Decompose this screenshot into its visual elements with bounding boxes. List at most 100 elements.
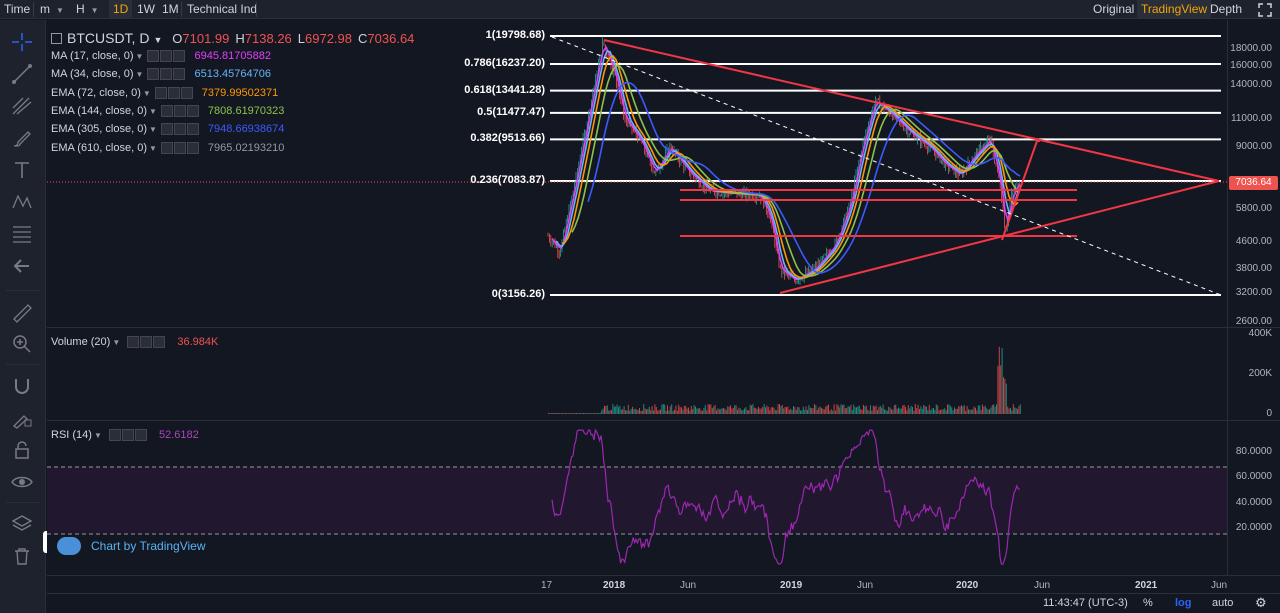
price-pane[interactable] xyxy=(47,20,1227,327)
text-tool[interactable] xyxy=(9,158,35,182)
interval-1m-button[interactable]: 1M xyxy=(162,2,179,16)
tradingview-badge[interactable]: Chart by TradingView xyxy=(57,537,206,559)
volume-pane[interactable] xyxy=(47,328,1227,420)
chevron-down-icon[interactable]: ▼ xyxy=(112,338,121,347)
hour-dropdown[interactable]: H ▼ xyxy=(72,0,106,19)
settings-icon[interactable] xyxy=(160,105,173,118)
symbol-name[interactable]: BTCUSDT, D xyxy=(67,30,150,46)
rsi-label[interactable]: RSI (14) xyxy=(51,429,92,441)
eye-icon[interactable] xyxy=(140,336,153,349)
ohlc-values: O7101.99 H7138.26 L6972.98 C7036.64 xyxy=(172,31,420,46)
close-icon[interactable] xyxy=(173,68,186,81)
volume-bar xyxy=(923,404,925,414)
settings-icon[interactable] xyxy=(147,68,160,81)
indicator-name[interactable]: MA (34, close, 0) xyxy=(51,68,134,81)
indicator-name[interactable]: EMA (610, close, 0) xyxy=(51,141,147,154)
close-icon[interactable] xyxy=(134,429,147,442)
toolbar-collapse-handle[interactable] xyxy=(43,531,50,553)
zoom-tool[interactable] xyxy=(9,332,35,356)
settings-icon[interactable] xyxy=(127,336,140,349)
view-tradingview-button[interactable]: TradingView xyxy=(1137,0,1212,19)
trend-line-drawing[interactable] xyxy=(603,39,1220,182)
eye-icon[interactable] xyxy=(160,68,173,81)
gear-icon[interactable]: ⚙ xyxy=(1255,595,1267,610)
settings-icon[interactable] xyxy=(160,141,173,154)
minute-dropdown[interactable]: m ▼ xyxy=(36,0,70,19)
indicator-name[interactable]: EMA (72, close, 0) xyxy=(51,86,141,99)
close-icon[interactable] xyxy=(173,50,186,63)
eye-icon[interactable] xyxy=(167,86,180,99)
fib-level-label: 0.236(7083.87) xyxy=(470,173,545,186)
indicator-name[interactable]: EMA (144, close, 0) xyxy=(51,104,147,117)
indicator-name[interactable]: MA (17, close, 0) xyxy=(51,50,134,62)
price-axis[interactable]: 18000.00 16000.00 14000.00 11000.00 9000.00 7… xyxy=(1227,20,1280,327)
chevron-down-icon[interactable]: ▼ xyxy=(153,35,163,45)
volume-axis[interactable]: 400K 200K 0 xyxy=(1227,328,1280,420)
chevron-down-icon[interactable]: ▼ xyxy=(93,431,102,440)
collapse-legend-icon[interactable] xyxy=(51,33,62,44)
settings-icon[interactable] xyxy=(154,86,167,99)
magnet-tool[interactable] xyxy=(9,374,35,398)
percent-toggle[interactable]: % xyxy=(1143,597,1153,609)
eye-icon[interactable] xyxy=(173,141,186,154)
settings-icon[interactable] xyxy=(147,50,160,63)
technical-indicators-button[interactable]: Technical Ind xyxy=(187,2,258,16)
close-icon[interactable] xyxy=(180,86,193,99)
rsi-pane[interactable] xyxy=(47,421,1227,575)
brush-tool[interactable] xyxy=(9,126,35,150)
pitchfork-tool[interactable] xyxy=(9,94,35,118)
volume-bar xyxy=(871,410,873,414)
chevron-down-icon[interactable]: ▼ xyxy=(135,52,144,61)
close-icon[interactable] xyxy=(186,123,199,136)
rsi-axis[interactable]: 80.0000 60.0000 40.0000 20.0000 xyxy=(1227,421,1280,575)
time-tick-label: 2020 xyxy=(956,580,979,591)
chevron-down-icon[interactable]: ▼ xyxy=(149,125,157,135)
crosshair-tool[interactable] xyxy=(9,30,35,54)
close-icon[interactable] xyxy=(186,105,199,118)
log-toggle[interactable]: log xyxy=(1175,597,1192,609)
eye-icon[interactable] xyxy=(121,429,134,442)
view-depth-button[interactable]: Depth xyxy=(1210,2,1243,16)
chevron-down-icon[interactable]: ▼ xyxy=(149,106,157,116)
pattern-tool[interactable] xyxy=(9,190,35,214)
volume-label[interactable]: Volume (20) xyxy=(51,336,111,348)
dashed-trend-line[interactable] xyxy=(551,36,1222,296)
close-icon[interactable] xyxy=(186,141,199,154)
fullscreen-button[interactable] xyxy=(1254,0,1278,19)
lock-drawing-tool[interactable] xyxy=(9,406,35,430)
visibility-tool[interactable] xyxy=(9,470,35,494)
fib-tool[interactable] xyxy=(9,222,35,246)
lock-all-tool[interactable] xyxy=(9,438,35,462)
chevron-down-icon[interactable]: ▼ xyxy=(149,143,157,153)
volume-bar xyxy=(1005,383,1007,414)
settings-icon[interactable] xyxy=(108,429,121,442)
interval-1w-button[interactable]: 1W xyxy=(137,2,155,16)
indicator-name[interactable]: EMA (305, close, 0) xyxy=(51,123,147,136)
volume-bar xyxy=(991,405,993,414)
volume-bar xyxy=(550,413,552,414)
close-icon[interactable] xyxy=(153,336,166,349)
delete-tool[interactable] xyxy=(9,544,35,568)
trend-line-tool[interactable] xyxy=(9,62,35,86)
measure-tool[interactable] xyxy=(9,300,35,324)
layers-tool[interactable] xyxy=(9,512,35,536)
volume-bar xyxy=(805,406,807,414)
chevron-down-icon[interactable]: ▼ xyxy=(142,88,151,98)
settings-icon[interactable] xyxy=(160,123,173,136)
back-arrow-tool[interactable] xyxy=(9,254,35,278)
interval-1d-button[interactable]: 1D xyxy=(109,0,133,19)
volume-bar xyxy=(972,409,974,414)
price-tick-label: 4600.00 xyxy=(1235,235,1272,247)
eye-icon[interactable] xyxy=(160,50,173,63)
volume-bar xyxy=(662,404,664,414)
volume-bar xyxy=(724,408,726,414)
auto-toggle[interactable]: auto xyxy=(1212,597,1234,609)
eye-icon[interactable] xyxy=(173,123,186,136)
volume-bar xyxy=(567,413,569,414)
eye-icon[interactable] xyxy=(173,105,186,118)
view-original-button[interactable]: Original xyxy=(1093,2,1135,16)
volume-bar xyxy=(643,404,645,414)
chevron-down-icon[interactable]: ▼ xyxy=(135,70,144,80)
time-dropdown[interactable]: Time xyxy=(0,0,34,19)
volume-bar xyxy=(940,409,941,414)
